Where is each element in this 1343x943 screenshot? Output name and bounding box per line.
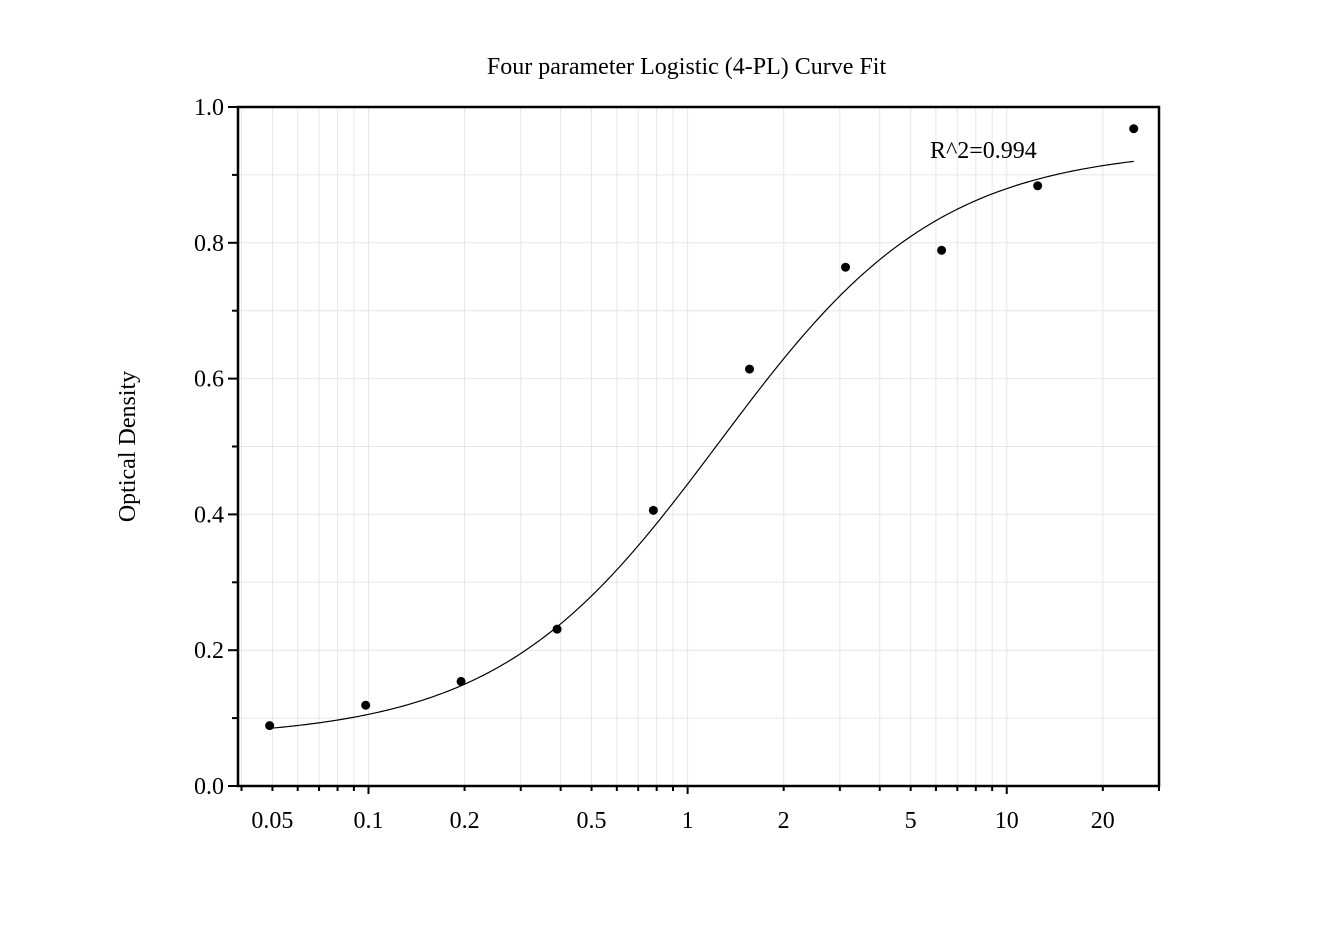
y-tick-label: 0.8 (194, 231, 224, 257)
data-point (361, 700, 371, 710)
data-point (648, 505, 658, 515)
chart-title: Four parameter Logistic (4-PL) Curve Fit (487, 54, 887, 80)
x-tick-label: 2 (778, 808, 790, 834)
x-tick-label: 0.5 (577, 808, 607, 834)
data-point (937, 245, 947, 255)
data-point (1129, 124, 1139, 134)
data-point (552, 624, 562, 634)
grid-layer (238, 107, 1160, 786)
x-tick-label: 10 (995, 808, 1019, 834)
data-point (1033, 181, 1043, 191)
x-tick-label: 0.05 (251, 808, 293, 834)
y-tick-label: 0.4 (194, 502, 224, 528)
data-point (841, 262, 851, 272)
curve-layer (269, 160, 1134, 729)
points-layer (265, 124, 1139, 731)
x-tick-label: 1 (682, 808, 694, 834)
y-tick-label: 0.6 (194, 367, 224, 393)
data-point (265, 721, 275, 731)
ticks-layer: 0.05 0.1 0.2 0.5 1 2 5 10 20 0.0 0.2 0.4 0.6 0.8 1.0 (194, 95, 1160, 834)
r-squared-annotation: R^2=0.994 (930, 138, 1037, 164)
data-point (456, 676, 466, 686)
x-tick-label: 20 (1091, 808, 1115, 834)
data-point (745, 364, 755, 374)
x-tick-label: 0.2 (450, 808, 480, 834)
y-axis-label: Optical Density (115, 371, 141, 522)
fit-curve-line (269, 160, 1134, 729)
y-tick-label: 0.0 (194, 774, 224, 800)
y-tick-label: 1.0 (194, 95, 224, 121)
x-tick-label: 0.1 (353, 808, 383, 834)
y-tick-label: 0.2 (194, 638, 224, 664)
x-tick-label: 5 (905, 808, 917, 834)
